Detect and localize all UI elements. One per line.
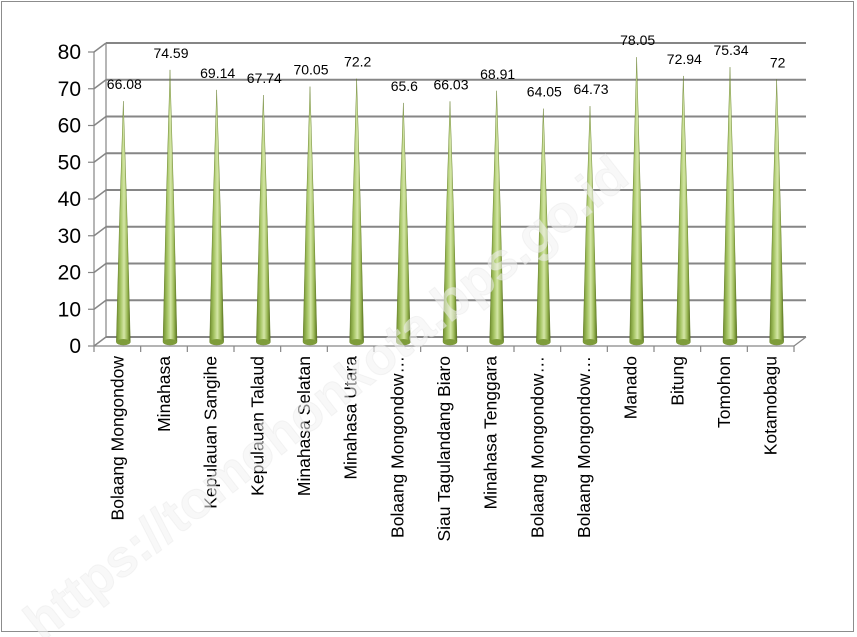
- x-axis-depth-line: [793, 336, 807, 347]
- data-label: 68.91: [480, 66, 515, 82]
- bar-base: [209, 339, 224, 345]
- bar-cone: [489, 90, 504, 346]
- y-tick-label: 80: [58, 41, 81, 64]
- bar-cone: [162, 69, 178, 346]
- x-category-label: Bolaang Mongondow…: [387, 356, 407, 538]
- bar-base: [583, 339, 597, 345]
- bar-base: [256, 339, 271, 345]
- bar-base: [349, 339, 364, 345]
- x-category-label: Manado: [621, 356, 641, 419]
- gridline-depth: [93, 42, 107, 53]
- bar-base: [396, 339, 411, 345]
- bar: [396, 102, 411, 346]
- gridline-depth: [93, 115, 107, 127]
- x-category-label: Bolaang Mongondow: [107, 356, 127, 521]
- data-label: 72.2: [344, 54, 371, 70]
- x-category-label: Siau Tagulandang Biaro: [434, 356, 454, 542]
- bar-base: [723, 339, 737, 345]
- y-axis-tick-labels: 0 10 20 30 40 50 60 70 80: [58, 41, 81, 358]
- x-category-label: Bolaang Mongondow…: [574, 356, 594, 538]
- x-category-label: Minahasa Utara: [341, 356, 361, 480]
- bar: [629, 57, 644, 346]
- data-label: 72.94: [667, 51, 702, 67]
- bar-base: [536, 339, 551, 345]
- data-label: 69.14: [200, 65, 235, 81]
- data-label: 64.05: [527, 84, 562, 100]
- x-category-label: Kepulauan Sangihe: [201, 356, 221, 509]
- x-category-label: Kotamobagu: [761, 356, 781, 455]
- data-label: 74.59: [153, 45, 188, 61]
- data-label: 66.08: [107, 76, 142, 92]
- x-category-label: Bitung: [667, 356, 687, 406]
- gridline-depth: [93, 336, 107, 347]
- bar: [162, 69, 178, 346]
- bar: [349, 78, 364, 346]
- bar-base: [769, 339, 784, 345]
- x-category-label: Minahasa: [154, 356, 174, 432]
- y-tick-label: 40: [58, 188, 81, 211]
- data-labels: 66.08 74.59 69.14 67.74 70.05 72.2 65.6 66.03 68…: [107, 32, 786, 99]
- bar-cone: [256, 95, 271, 346]
- bar-cone: [582, 106, 598, 346]
- y-tick-label: 0: [69, 335, 81, 358]
- y-tick-label: 70: [58, 78, 81, 101]
- data-label: 64.73: [573, 81, 608, 97]
- bar-base: [676, 339, 691, 345]
- bar-cone: [769, 79, 784, 346]
- bar: [442, 101, 458, 346]
- x-category-label: Minahasa Selatan: [294, 356, 314, 496]
- bar-base: [116, 339, 131, 345]
- gridline-depth: [93, 299, 107, 310]
- bar: [209, 89, 224, 346]
- data-label: 70.05: [293, 62, 328, 78]
- data-label: 72: [770, 54, 786, 70]
- data-label: 65.6: [391, 78, 418, 94]
- bar-cone: [209, 89, 224, 346]
- gridline-depth: [93, 189, 107, 200]
- bar-cone: [302, 86, 318, 346]
- bar: [536, 108, 551, 346]
- x-axis-category-labels: Bolaang Mongondow Minahasa Kepulauan Sangi…: [107, 356, 780, 542]
- data-label: 75.34: [713, 42, 748, 58]
- bar-cone: [396, 102, 411, 346]
- bar-cone: [629, 57, 644, 346]
- bar: [769, 79, 784, 346]
- data-label: 78.05: [620, 32, 655, 48]
- y-tick-label: 60: [58, 115, 81, 138]
- bar: [722, 67, 738, 346]
- x-category-label: Tomohon: [714, 356, 734, 428]
- bar: [489, 90, 504, 346]
- y-tick-label: 10: [58, 298, 81, 321]
- gridline-depth: [93, 262, 107, 274]
- data-label: 67.74: [247, 70, 282, 86]
- data-label: 66.03: [433, 76, 468, 92]
- y-tick-label: 20: [58, 262, 81, 285]
- y-tick-label: 30: [58, 225, 81, 248]
- bar-cone: [442, 101, 458, 346]
- gridline-depth: [93, 226, 107, 237]
- x-category-label: Bolaang Mongondow…: [527, 356, 547, 538]
- bar: [676, 75, 691, 346]
- x-category-label: Minahasa Tenggara: [481, 356, 501, 510]
- bar: [582, 106, 598, 346]
- bar-base: [163, 339, 177, 345]
- bar-base: [629, 339, 644, 345]
- bar-cone: [722, 67, 738, 346]
- bar-cone: [349, 78, 364, 346]
- bar: [116, 101, 131, 346]
- bar: [302, 86, 318, 346]
- bar-base: [303, 339, 317, 345]
- bar-cone: [116, 101, 131, 346]
- bar-base: [443, 339, 457, 345]
- y-tick-label: 50: [58, 151, 81, 174]
- axes: [88, 43, 807, 352]
- bars: [116, 57, 784, 346]
- x-category-label: Kepulauan Talaud: [247, 356, 267, 496]
- gridline-depth: [93, 79, 107, 90]
- gridline-depth: [93, 152, 107, 163]
- bar-base: [489, 339, 504, 345]
- bar: [256, 95, 271, 346]
